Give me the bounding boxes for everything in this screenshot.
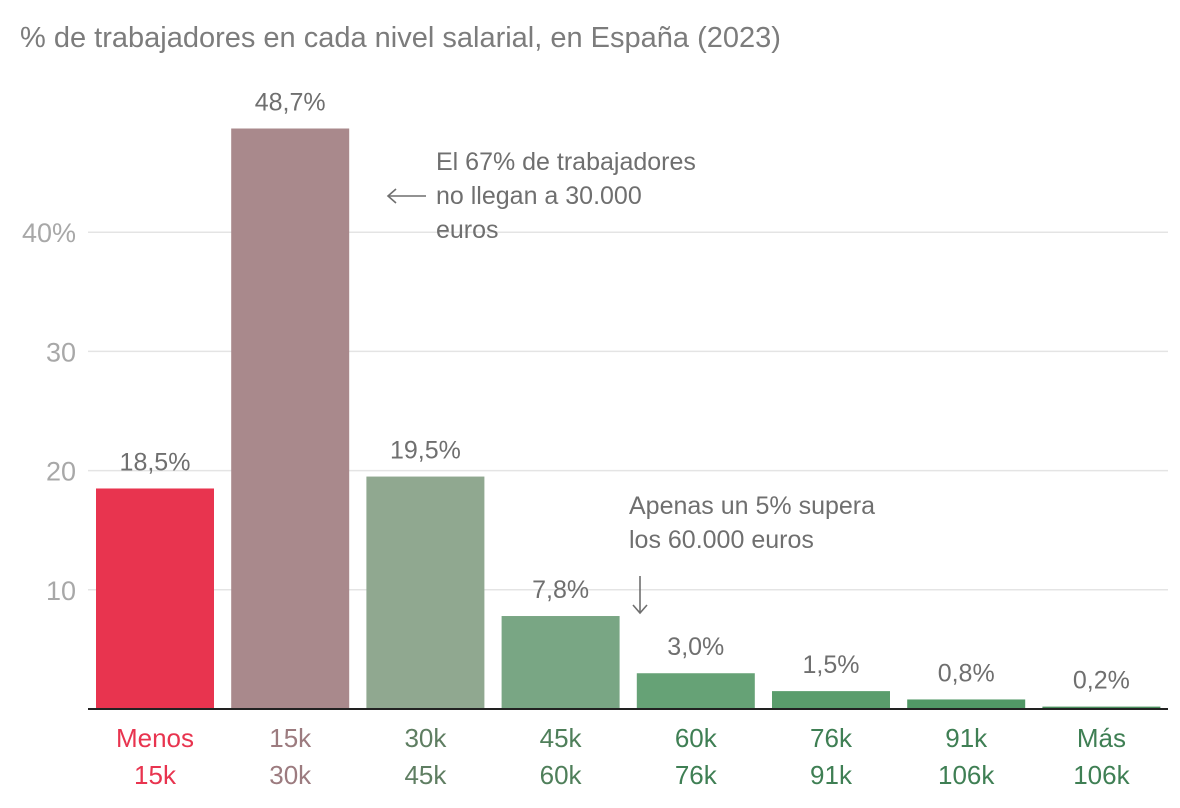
bar-value-label: 48,7%	[255, 88, 326, 116]
category-label-line2: 45k	[404, 760, 447, 790]
y-tick-label: 20	[46, 457, 76, 487]
y-tick-label: 30	[46, 337, 76, 367]
bar	[636, 673, 755, 709]
value-labels: 18,5% 48,7% 19,5% 7,8% 3,0% 1,5% 0,8% 0,2%	[120, 88, 1130, 694]
bar-value-label: 18,5%	[120, 448, 191, 476]
category-label-line2: 15k	[134, 760, 177, 790]
y-tick-label: 10	[46, 576, 76, 606]
category-label-line1: 76k	[810, 723, 853, 753]
category-label-line1: 15k	[269, 723, 312, 753]
x-axis-categories: Menos 15k 15k 30k 30k 45k 45k 60k 60k 76k 76k 91k 91…	[116, 723, 1131, 790]
y-tick-label: 40%	[22, 218, 76, 248]
category-label-line1: 60k	[675, 723, 718, 753]
bar	[366, 476, 485, 709]
y-axis-ticks: 10 20 30 40%	[22, 218, 76, 606]
category-label-line2: 106k	[938, 760, 995, 790]
category-label-line2: 30k	[269, 760, 312, 790]
bar	[907, 699, 1026, 709]
chart-title: % de trabajadores en cada nivel salarial…	[20, 22, 781, 54]
annotations: El 67% de trabajadores no llegan a 30.000…	[386, 148, 875, 615]
bar	[1042, 706, 1161, 709]
bar-value-label: 3,0%	[667, 633, 724, 661]
category-label-line1: Más	[1077, 723, 1126, 753]
bar-value-label: 1,5%	[803, 651, 860, 679]
bars	[96, 128, 1161, 710]
category-label-line1: 30k	[404, 723, 447, 753]
annotation-text: euros	[436, 216, 499, 244]
category-label-line1: 91k	[945, 723, 988, 753]
category-label-line1: Menos	[116, 723, 194, 753]
category-label-line1: 45k	[540, 723, 583, 753]
annotation-arrow-head	[632, 604, 648, 615]
bar	[772, 691, 890, 709]
annotation-text: no llegan a 30.000	[436, 182, 642, 210]
bar-value-label: 19,5%	[390, 437, 461, 465]
bar-value-label: 0,2%	[1073, 667, 1130, 695]
bar-value-label: 0,8%	[938, 659, 995, 687]
bar	[501, 616, 620, 709]
bar	[231, 128, 350, 710]
bar	[96, 488, 214, 709]
category-label-line2: 60k	[540, 760, 583, 790]
annotation-arrow-head	[386, 188, 397, 204]
bar-value-label: 7,8%	[532, 576, 589, 604]
annotation-text: los 60.000 euros	[629, 526, 814, 554]
annotation-text: Apenas un 5% supera	[629, 492, 875, 520]
annotation-text: El 67% de trabajadores	[436, 148, 696, 176]
category-label-line2: 91k	[810, 760, 853, 790]
category-label-line2: 76k	[675, 760, 718, 790]
category-label-line2: 106k	[1073, 760, 1130, 790]
